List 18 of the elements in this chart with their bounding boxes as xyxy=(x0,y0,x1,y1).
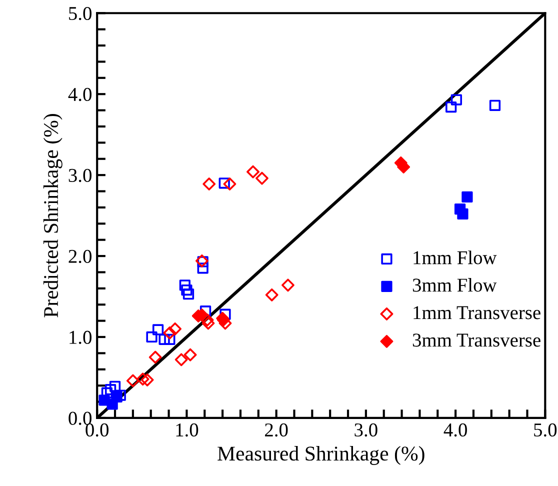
y-tick-label: 2.0 xyxy=(68,250,92,264)
legend-label: 1mm Transverse xyxy=(414,306,540,320)
x-tick-label: 5.0 xyxy=(534,423,557,437)
x-tick-label: 4.0 xyxy=(444,423,467,437)
x-tick-label: 1.0 xyxy=(176,423,198,437)
y-tick-label: 3.0 xyxy=(68,168,92,182)
y-tick-label: 5.0 xyxy=(69,6,92,20)
y-tick-label: 0.0 xyxy=(68,412,92,425)
y-tick-label: 4.0 xyxy=(68,88,92,102)
y-tick-label: 1.0 xyxy=(70,330,92,344)
x-axis-title: Measured Shrinkage (%) xyxy=(218,446,424,465)
x-tick-label: 2.0 xyxy=(265,423,288,437)
legend-label: 1mm Flow xyxy=(414,250,497,264)
y-axis-title: Predicted Shrinkage (%) xyxy=(43,114,62,318)
x-tick-label: 3.0 xyxy=(354,423,378,437)
legend-label: 3mm Flow xyxy=(412,278,497,292)
x-tick-label: 0.0 xyxy=(86,423,109,437)
legend-label: 3mm Transverse xyxy=(412,334,540,347)
